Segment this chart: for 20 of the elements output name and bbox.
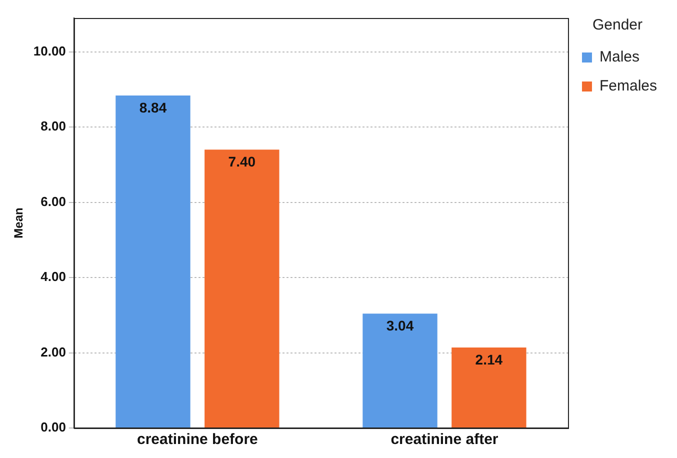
legend-label: Males bbox=[599, 48, 640, 66]
y-axis-title: Mean bbox=[12, 208, 26, 238]
data-label: 2.14 bbox=[475, 351, 503, 368]
legend-label: Females bbox=[599, 78, 658, 95]
y-tick-label: 8.00 bbox=[40, 118, 66, 134]
x-tick-label: creatinine before bbox=[137, 431, 258, 448]
x-tick-label: creatinine after bbox=[390, 431, 498, 448]
data-label: 8.84 bbox=[139, 99, 167, 116]
y-tick-label: 10.00 bbox=[33, 43, 66, 58]
y-tick-label: 6.00 bbox=[40, 194, 66, 209]
data-label: 7.40 bbox=[228, 154, 256, 170]
y-tick-label: 0.00 bbox=[40, 420, 66, 435]
bar bbox=[362, 314, 438, 428]
bar bbox=[452, 348, 526, 428]
bar bbox=[116, 95, 190, 428]
data-label: 3.04 bbox=[386, 318, 414, 334]
bar bbox=[204, 150, 280, 428]
y-tick-label: 4.00 bbox=[40, 269, 66, 284]
y-tick-label: 2.00 bbox=[40, 344, 66, 360]
legend-title: Gender bbox=[592, 16, 643, 34]
